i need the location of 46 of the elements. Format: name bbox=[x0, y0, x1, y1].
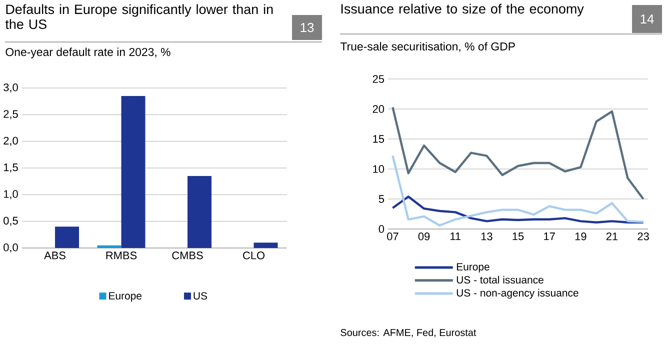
source-note: Sources: AFME, Fed, Eurostat bbox=[340, 328, 476, 338]
legend-label: US bbox=[194, 292, 208, 300]
legend-label: Europe bbox=[456, 263, 490, 273]
y-tick-label: 15 bbox=[373, 135, 384, 143]
x-tick-label: 07 bbox=[387, 232, 398, 240]
y-tick-label: 0 bbox=[378, 225, 384, 233]
x-tick-label: RMBS bbox=[106, 252, 137, 260]
legend-label: US - total issuance bbox=[456, 276, 544, 284]
y-tick-label: 2,0 bbox=[4, 136, 18, 146]
y-tick-label: 25 bbox=[372, 75, 384, 83]
bar bbox=[254, 242, 278, 248]
bar bbox=[121, 96, 146, 248]
x-tick-label: CMBS bbox=[172, 252, 203, 260]
line-series bbox=[392, 106, 644, 200]
x-tick-label: 21 bbox=[606, 232, 618, 240]
y-tick-label: 1,5 bbox=[4, 164, 18, 172]
chart-title: Defaults in Europe significantly lower than in the US bbox=[5, 4, 273, 30]
y-tick-label: 0,5 bbox=[4, 216, 18, 226]
x-tick-label: 15 bbox=[512, 232, 524, 240]
y-tick-label: 5 bbox=[378, 195, 384, 203]
x-tick-label: 11 bbox=[450, 232, 461, 240]
y-tick-label: 0,0 bbox=[4, 243, 18, 253]
x-tick-label: 13 bbox=[481, 232, 492, 240]
legend-label: Europe bbox=[109, 292, 142, 302]
chart-subtitle: True-sale securitisation, % of GDP bbox=[340, 42, 515, 52]
text: 14 bbox=[640, 14, 654, 24]
line-series bbox=[392, 154, 644, 226]
y-tick-label: 20 bbox=[372, 105, 384, 113]
x-tick-label: 19 bbox=[575, 232, 586, 240]
bar bbox=[55, 226, 80, 248]
y-tick-label: 10 bbox=[373, 165, 384, 173]
bar bbox=[188, 176, 212, 248]
x-tick-label: ABS bbox=[44, 252, 66, 260]
x-tick-label: CLO bbox=[243, 252, 264, 260]
x-tick-label: 23 bbox=[638, 232, 649, 240]
x-tick-label: 09 bbox=[418, 232, 430, 240]
y-tick-label: 1,0 bbox=[4, 190, 18, 200]
legend-label: US - non-agency issuance bbox=[456, 288, 578, 299]
bar bbox=[97, 245, 122, 248]
line-series bbox=[392, 196, 644, 224]
y-tick-label: 2,5 bbox=[4, 110, 18, 120]
chart-title: Issuance relative to size of the economy bbox=[341, 4, 584, 16]
chart-subtitle: One-year default rate in 2023, % bbox=[6, 48, 170, 58]
text: 13 bbox=[300, 22, 314, 32]
x-tick-label: 17 bbox=[544, 232, 555, 240]
y-tick-label: 3,0 bbox=[4, 83, 18, 93]
